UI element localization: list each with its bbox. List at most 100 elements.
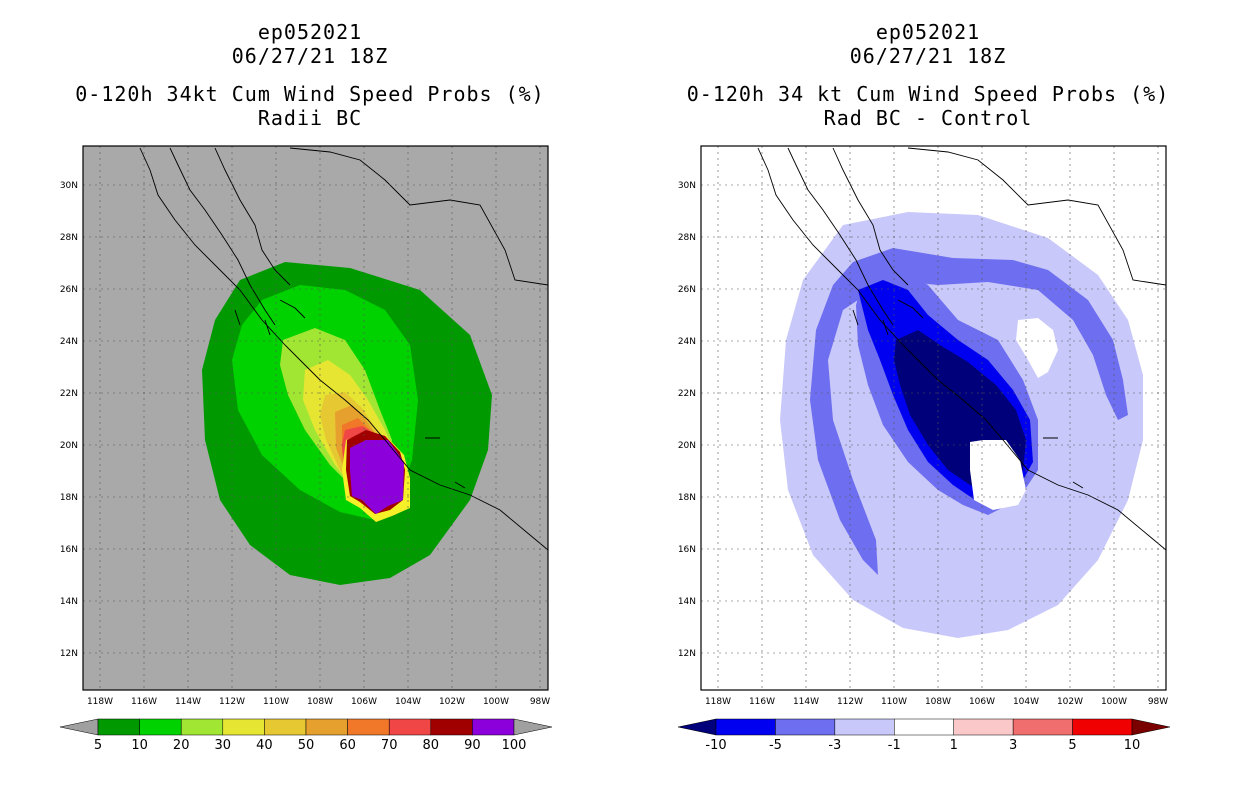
right-ytick: 20N: [678, 441, 696, 451]
right-colorbar-swatch: [953, 718, 1014, 736]
left-colorbar-swatch: [347, 718, 390, 736]
left-colorbar-label: 60: [339, 738, 356, 753]
right-xtick: 114W: [793, 697, 819, 707]
left-xtick: 102W: [439, 697, 465, 707]
left-ytick: 16N: [60, 545, 78, 555]
left-xtick: 98W: [530, 697, 550, 707]
right-colorbar-label: -5: [769, 738, 782, 753]
contour-100: [350, 440, 404, 514]
right-ytick: 26N: [678, 285, 696, 295]
left-ytick: 14N: [60, 597, 78, 607]
left-colorbar-swatch: [388, 718, 432, 736]
left-colorbar: 5 10 20 30 40 50 60 70 80 90 100: [59, 718, 553, 753]
right-xtick: 110W: [881, 697, 907, 707]
right-colorbar-swatch: [1072, 718, 1133, 736]
left-ytick: 26N: [60, 285, 78, 295]
right-ytick: 18N: [678, 493, 696, 503]
left-colorbar-label: 40: [256, 738, 273, 753]
right-colorbar-swatch: [1012, 718, 1073, 736]
left-colorbar-swatch: [97, 718, 140, 736]
right-title-storm: ep052021: [875, 20, 981, 44]
right-colorbar-swatch: [894, 718, 954, 736]
diff-mid-ring: [810, 248, 1128, 575]
diff-white-hole: [1016, 318, 1058, 378]
left-xtick: 110W: [263, 697, 289, 707]
left-colorbar-label: 20: [173, 738, 190, 753]
left-ytick: 28N: [60, 233, 78, 243]
left-ytick: 24N: [60, 337, 78, 347]
left-colorbar-label: 80: [423, 738, 440, 753]
left-xtick: 100W: [483, 697, 509, 707]
right-xtick: 116W: [749, 697, 775, 707]
right-colorbar-swatch: [715, 718, 776, 736]
left-colorbar-label: 30: [215, 738, 232, 753]
left-xtick: 106W: [351, 697, 377, 707]
left-xtick: 108W: [307, 697, 333, 707]
left-title: ep052021 06/27/21 18Z 0-120h 34kt Cum Wi…: [30, 20, 590, 130]
right-title: ep052021 06/27/21 18Z 0-120h 34 kt Cum W…: [648, 20, 1208, 130]
left-colorbar-swatch: [264, 718, 307, 736]
right-map: 30N 28N 26N 24N 22N 20N 18N 16N 14N 12N …: [677, 145, 1171, 753]
right-ytick: 14N: [678, 597, 696, 607]
right-title-subtitle: Rad BC - Control: [823, 106, 1033, 130]
right-ytick: 24N: [678, 337, 696, 347]
left-ytick: 18N: [60, 493, 78, 503]
right-colorbar-low-arrow: [677, 718, 717, 736]
left-title-subtitle: Radii BC: [257, 106, 363, 130]
left-colorbar-label: 90: [464, 738, 481, 753]
left-ytick: 12N: [60, 649, 78, 659]
left-ytick: 30N: [60, 181, 78, 191]
right-colorbar-label: -10: [705, 738, 726, 753]
left-colorbar-label: 70: [381, 738, 398, 753]
right-ytick: 16N: [678, 545, 696, 555]
left-xtick: 118W: [87, 697, 113, 707]
left-colorbar-label: 5: [94, 738, 102, 753]
right-ytick: 22N: [678, 389, 696, 399]
right-colorbar-swatch: [775, 718, 836, 736]
right-xtick: 98W: [1148, 697, 1168, 707]
right-ytick: 28N: [678, 233, 696, 243]
left-colorbar-swatch: [430, 718, 473, 736]
right-xtick: 102W: [1057, 697, 1083, 707]
right-colorbar-label: 5: [1068, 738, 1076, 753]
right-colorbar-high-arrow: [1131, 718, 1171, 736]
right-ytick: 12N: [678, 649, 696, 659]
left-colorbar-label: 100: [502, 738, 527, 753]
left-xtick: 112W: [219, 697, 245, 707]
right-grid: [701, 146, 1166, 690]
right-map-frame: [700, 145, 1167, 691]
right-colorbar-label: -1: [888, 738, 901, 753]
right-colorbar: -10 -5 -3 -1 1 3 5 10: [677, 718, 1171, 753]
right-xtick: 118W: [705, 697, 731, 707]
left-colorbar-high-arrow: [513, 718, 553, 736]
right-colorbar-label: 10: [1124, 738, 1141, 753]
left-colorbar-swatch: [472, 718, 515, 736]
left-colorbar-swatch: [180, 718, 224, 736]
right-colorbar-label: 3: [1009, 738, 1017, 753]
right-colorbar-label: -3: [828, 738, 841, 753]
right-title-product: 0-120h 34 kt Cum Wind Speed Probs (%): [686, 82, 1170, 106]
left-colorbar-low-arrow: [59, 718, 99, 736]
right-title-time: 06/27/21 18Z: [849, 44, 1007, 68]
left-colorbar-swatch: [222, 718, 265, 736]
left-title-storm: ep052021: [257, 20, 363, 44]
right-colorbar-swatch: [834, 718, 895, 736]
right-xtick: 108W: [925, 697, 951, 707]
diff-center-white: [970, 440, 1026, 510]
left-colorbar-swatch: [305, 718, 348, 736]
right-coastlines: [757, 147, 1166, 551]
left-map: 30N 28N 26N 24N 22N 20N 18N 16N 14N 12N …: [59, 145, 553, 753]
right-xtick: 106W: [969, 697, 995, 707]
left-xtick: 116W: [131, 697, 157, 707]
left-colorbar-label: 50: [298, 738, 315, 753]
left-ytick: 20N: [60, 441, 78, 451]
right-xtick: 104W: [1013, 697, 1039, 707]
left-title-product: 0-120h 34kt Cum Wind Speed Probs (%): [75, 82, 545, 106]
right-colorbar-label: 1: [950, 738, 958, 753]
left-xtick: 104W: [395, 697, 421, 707]
left-grid: [83, 146, 548, 690]
left-ytick: 22N: [60, 389, 78, 399]
left-map-frame: [82, 145, 549, 691]
left-coastlines: [139, 147, 548, 551]
left-colorbar-label: 10: [131, 738, 148, 753]
